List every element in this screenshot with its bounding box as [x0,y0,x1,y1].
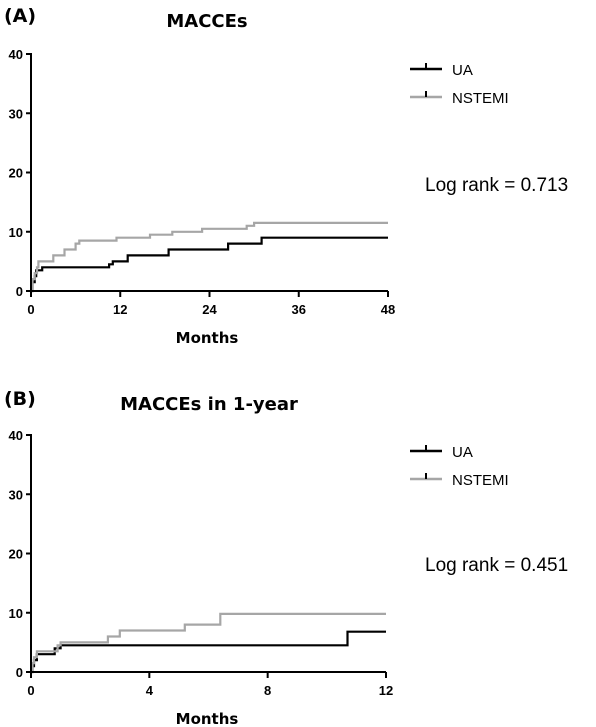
panel-b-log-rank-annotation: Log rank = 0.451 [425,555,568,576]
panel-a-log-rank-annotation: Log rank = 0.713 [425,175,568,196]
panel-a-plot-area: 0 10 20 30 40 0 12 24 36 48 [9,47,396,317]
panel-b-x-axis-title: Months [176,710,239,727]
panel-b: (B) MACCEs in 1-year 0 10 20 30 40 0 4 8 12 Mont… [4,388,568,727]
legend-item-nstemi: NSTEMI [410,472,509,489]
y-tick-label: 10 [9,606,23,621]
legend-label-nstemi: NSTEMI [452,90,509,107]
y-tick-label: 10 [9,225,23,240]
panel-b-title: MACCEs in 1-year [120,394,298,415]
panel-a-x-axis-title: Months [176,329,239,347]
x-tick-label: 24 [202,302,217,317]
series-line-nstemi [31,221,388,293]
x-tick-label: 0 [27,302,34,317]
panel-b-plot-area: 0 10 20 30 40 0 4 8 12 [9,428,394,698]
y-tick-label: 0 [16,665,23,680]
panel-a-legend: UA NSTEMI [410,62,509,107]
series-line-ua [31,236,388,293]
y-tick-label: 40 [9,47,23,62]
panel-a-letter: (A) [4,5,36,27]
series-line-nstemi [31,612,386,674]
legend-label-ua: UA [452,444,473,461]
y-tick-label: 20 [9,547,23,562]
panel-b-legend: UA NSTEMI [410,444,509,489]
x-tick-label: 0 [27,683,34,698]
legend-label-nstemi: NSTEMI [452,472,509,489]
y-tick-label: 30 [9,106,23,121]
legend-item-ua: UA [410,62,473,79]
x-tick-label: 12 [379,683,393,698]
y-tick-label: 40 [9,428,23,443]
x-tick-label: 36 [292,302,306,317]
panel-a: (A) MACCEs 0 10 20 30 40 0 12 24 36 48 Months UA … [4,5,568,347]
y-tick-label: 0 [16,284,23,299]
y-tick-label: 30 [9,487,23,502]
x-tick-label: 4 [146,683,154,698]
legend-item-nstemi: NSTEMI [410,90,509,107]
legend-label-ua: UA [452,62,473,79]
y-tick-label: 20 [9,166,23,181]
legend-item-ua: UA [410,444,473,461]
series-line-ua [31,630,386,674]
panel-a-title: MACCEs [166,11,247,32]
x-tick-label: 8 [264,683,271,698]
x-tick-label: 48 [381,302,395,317]
x-tick-label: 12 [113,302,127,317]
panel-b-letter: (B) [4,388,36,410]
